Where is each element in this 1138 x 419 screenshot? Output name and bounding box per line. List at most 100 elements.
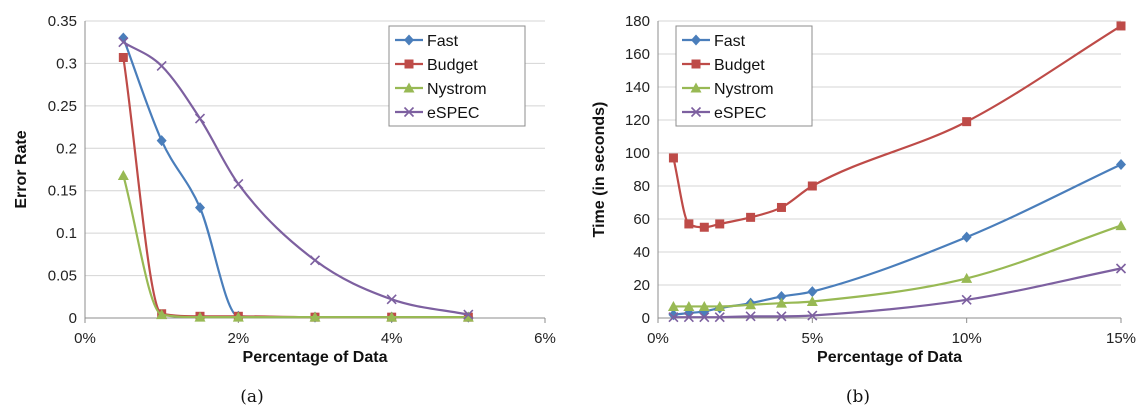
x-tick-label: 0% <box>74 330 96 347</box>
data-point-espec <box>668 312 679 323</box>
chart-caption: (b) <box>846 387 870 407</box>
y-tick-label: 0.2 <box>56 140 77 157</box>
legend-swatch-marker <box>403 82 415 93</box>
y-tick-label: 0.35 <box>48 13 77 30</box>
data-point-nystrom <box>232 311 244 322</box>
y-axis-title: Time (in seconds) <box>591 102 608 238</box>
data-point-nystrom <box>462 311 474 322</box>
legend-swatch-marker <box>403 106 415 118</box>
legend-item-budget: Budget <box>682 57 765 74</box>
data-point-nystrom <box>806 296 818 306</box>
data-point-nystrom <box>156 309 168 320</box>
y-axis-title: Error Rate <box>13 130 30 208</box>
data-point-espec <box>194 113 206 124</box>
y-tick-label: 40 <box>633 244 650 261</box>
y-tick-label: 120 <box>625 112 650 129</box>
data-point-budget <box>668 153 678 163</box>
x-tick-label: 0% <box>647 330 669 347</box>
data-point-espec <box>961 294 972 305</box>
data-point-nystrom <box>117 169 129 180</box>
data-point-espec <box>1115 263 1127 274</box>
data-point-nystrom <box>698 300 710 311</box>
legend-swatch-marker <box>404 59 414 69</box>
data-point-fast <box>195 202 205 214</box>
y-tick-label: 160 <box>625 46 650 63</box>
legend-swatch-marker <box>690 106 702 118</box>
data-point-budget <box>699 222 709 232</box>
legend-label: Fast <box>427 33 459 50</box>
data-point-nystrom <box>194 311 206 322</box>
data-point-budget <box>776 202 786 212</box>
chart-b: 0 20 40 60 80 100 120 140 160 180 0% 5% 10% 15% Percen… <box>591 13 1136 407</box>
data-point-fast <box>1116 159 1126 171</box>
y-tick-label: 0.05 <box>48 268 77 285</box>
chart-caption: (a) <box>240 387 263 407</box>
legend-item-fast: Fast <box>395 33 459 50</box>
data-point-espec <box>386 294 397 305</box>
data-point-nystrom <box>683 300 695 311</box>
data-point-nystrom <box>775 297 787 308</box>
data-point-nystrom <box>1115 220 1127 231</box>
y-tick-label: 20 <box>633 277 650 294</box>
legend-label: Budget <box>427 57 478 74</box>
y-tick-label: 0.25 <box>48 98 77 115</box>
legend-label: Nystrom <box>714 81 774 98</box>
data-point-budget <box>962 117 972 127</box>
data-point-budget <box>746 212 756 222</box>
data-point-fast <box>776 291 787 303</box>
legend-label: Fast <box>714 33 746 50</box>
data-point-budget <box>807 181 817 191</box>
data-point-nystrom <box>714 300 726 311</box>
y-tick-label: 0.3 <box>56 55 77 72</box>
data-point-fast <box>961 231 972 243</box>
series-line-espec <box>673 267 1122 319</box>
x-tick-label: 5% <box>801 330 823 347</box>
y-tick-label: 60 <box>633 211 650 228</box>
y-tick-label: 0 <box>642 310 650 327</box>
legend-label: Budget <box>714 57 765 74</box>
data-point-espec <box>683 312 694 323</box>
legend-swatch-marker <box>691 34 701 46</box>
legend-swatch-marker <box>404 34 414 46</box>
data-point-espec <box>714 312 725 323</box>
legend-label: eSPEC <box>714 105 766 122</box>
data-point-espec <box>233 178 244 189</box>
data-point-budget <box>1116 21 1126 31</box>
data-point-nystrom <box>961 272 973 283</box>
data-point-budget <box>118 52 128 62</box>
y-tick-label: 100 <box>625 145 650 162</box>
legend-item-nystrom: Nystrom <box>395 81 487 98</box>
x-tick-label: 15% <box>1106 330 1136 347</box>
legend-item-fast: Fast <box>682 33 746 50</box>
x-tick-label: 10% <box>952 330 982 347</box>
data-point-espec <box>309 255 321 266</box>
y-tick-label: 180 <box>625 13 650 30</box>
chart-a: 0 0.05 0.1 0.15 0.2 0.25 0.3 0.35 0% 2% 4% 6% Percen… <box>13 13 556 407</box>
data-point-espec <box>807 310 818 321</box>
y-tick-label: 0 <box>69 310 77 327</box>
y-tick-label: 80 <box>633 178 650 195</box>
legend-item-budget: Budget <box>395 57 478 74</box>
y-tick-label: 0.15 <box>48 183 77 200</box>
data-point-fast <box>156 135 167 147</box>
data-point-nystrom <box>745 299 757 310</box>
legend-item-espec: eSPEC <box>682 105 766 122</box>
series-line-nystrom <box>673 224 1122 308</box>
x-tick-label: 2% <box>227 330 249 347</box>
legend: Fast Budget Nystrom eSPEC <box>675 25 813 127</box>
legend-item-espec: eSPEC <box>395 105 479 122</box>
data-point-budget <box>684 219 694 229</box>
legend: Fast Budget Nystrom eSPEC <box>388 25 526 127</box>
data-point-espec <box>463 309 474 320</box>
legend-item-nystrom: Nystrom <box>682 81 774 98</box>
data-point-espec <box>776 311 787 322</box>
x-tick-label: 4% <box>381 330 403 347</box>
data-point-fast <box>807 286 818 298</box>
data-point-nystrom <box>386 311 398 322</box>
y-tick-label: 0.1 <box>56 225 77 242</box>
y-tick-label: 140 <box>625 79 650 96</box>
data-point-nystrom <box>309 311 321 322</box>
data-point-espec <box>118 37 129 48</box>
